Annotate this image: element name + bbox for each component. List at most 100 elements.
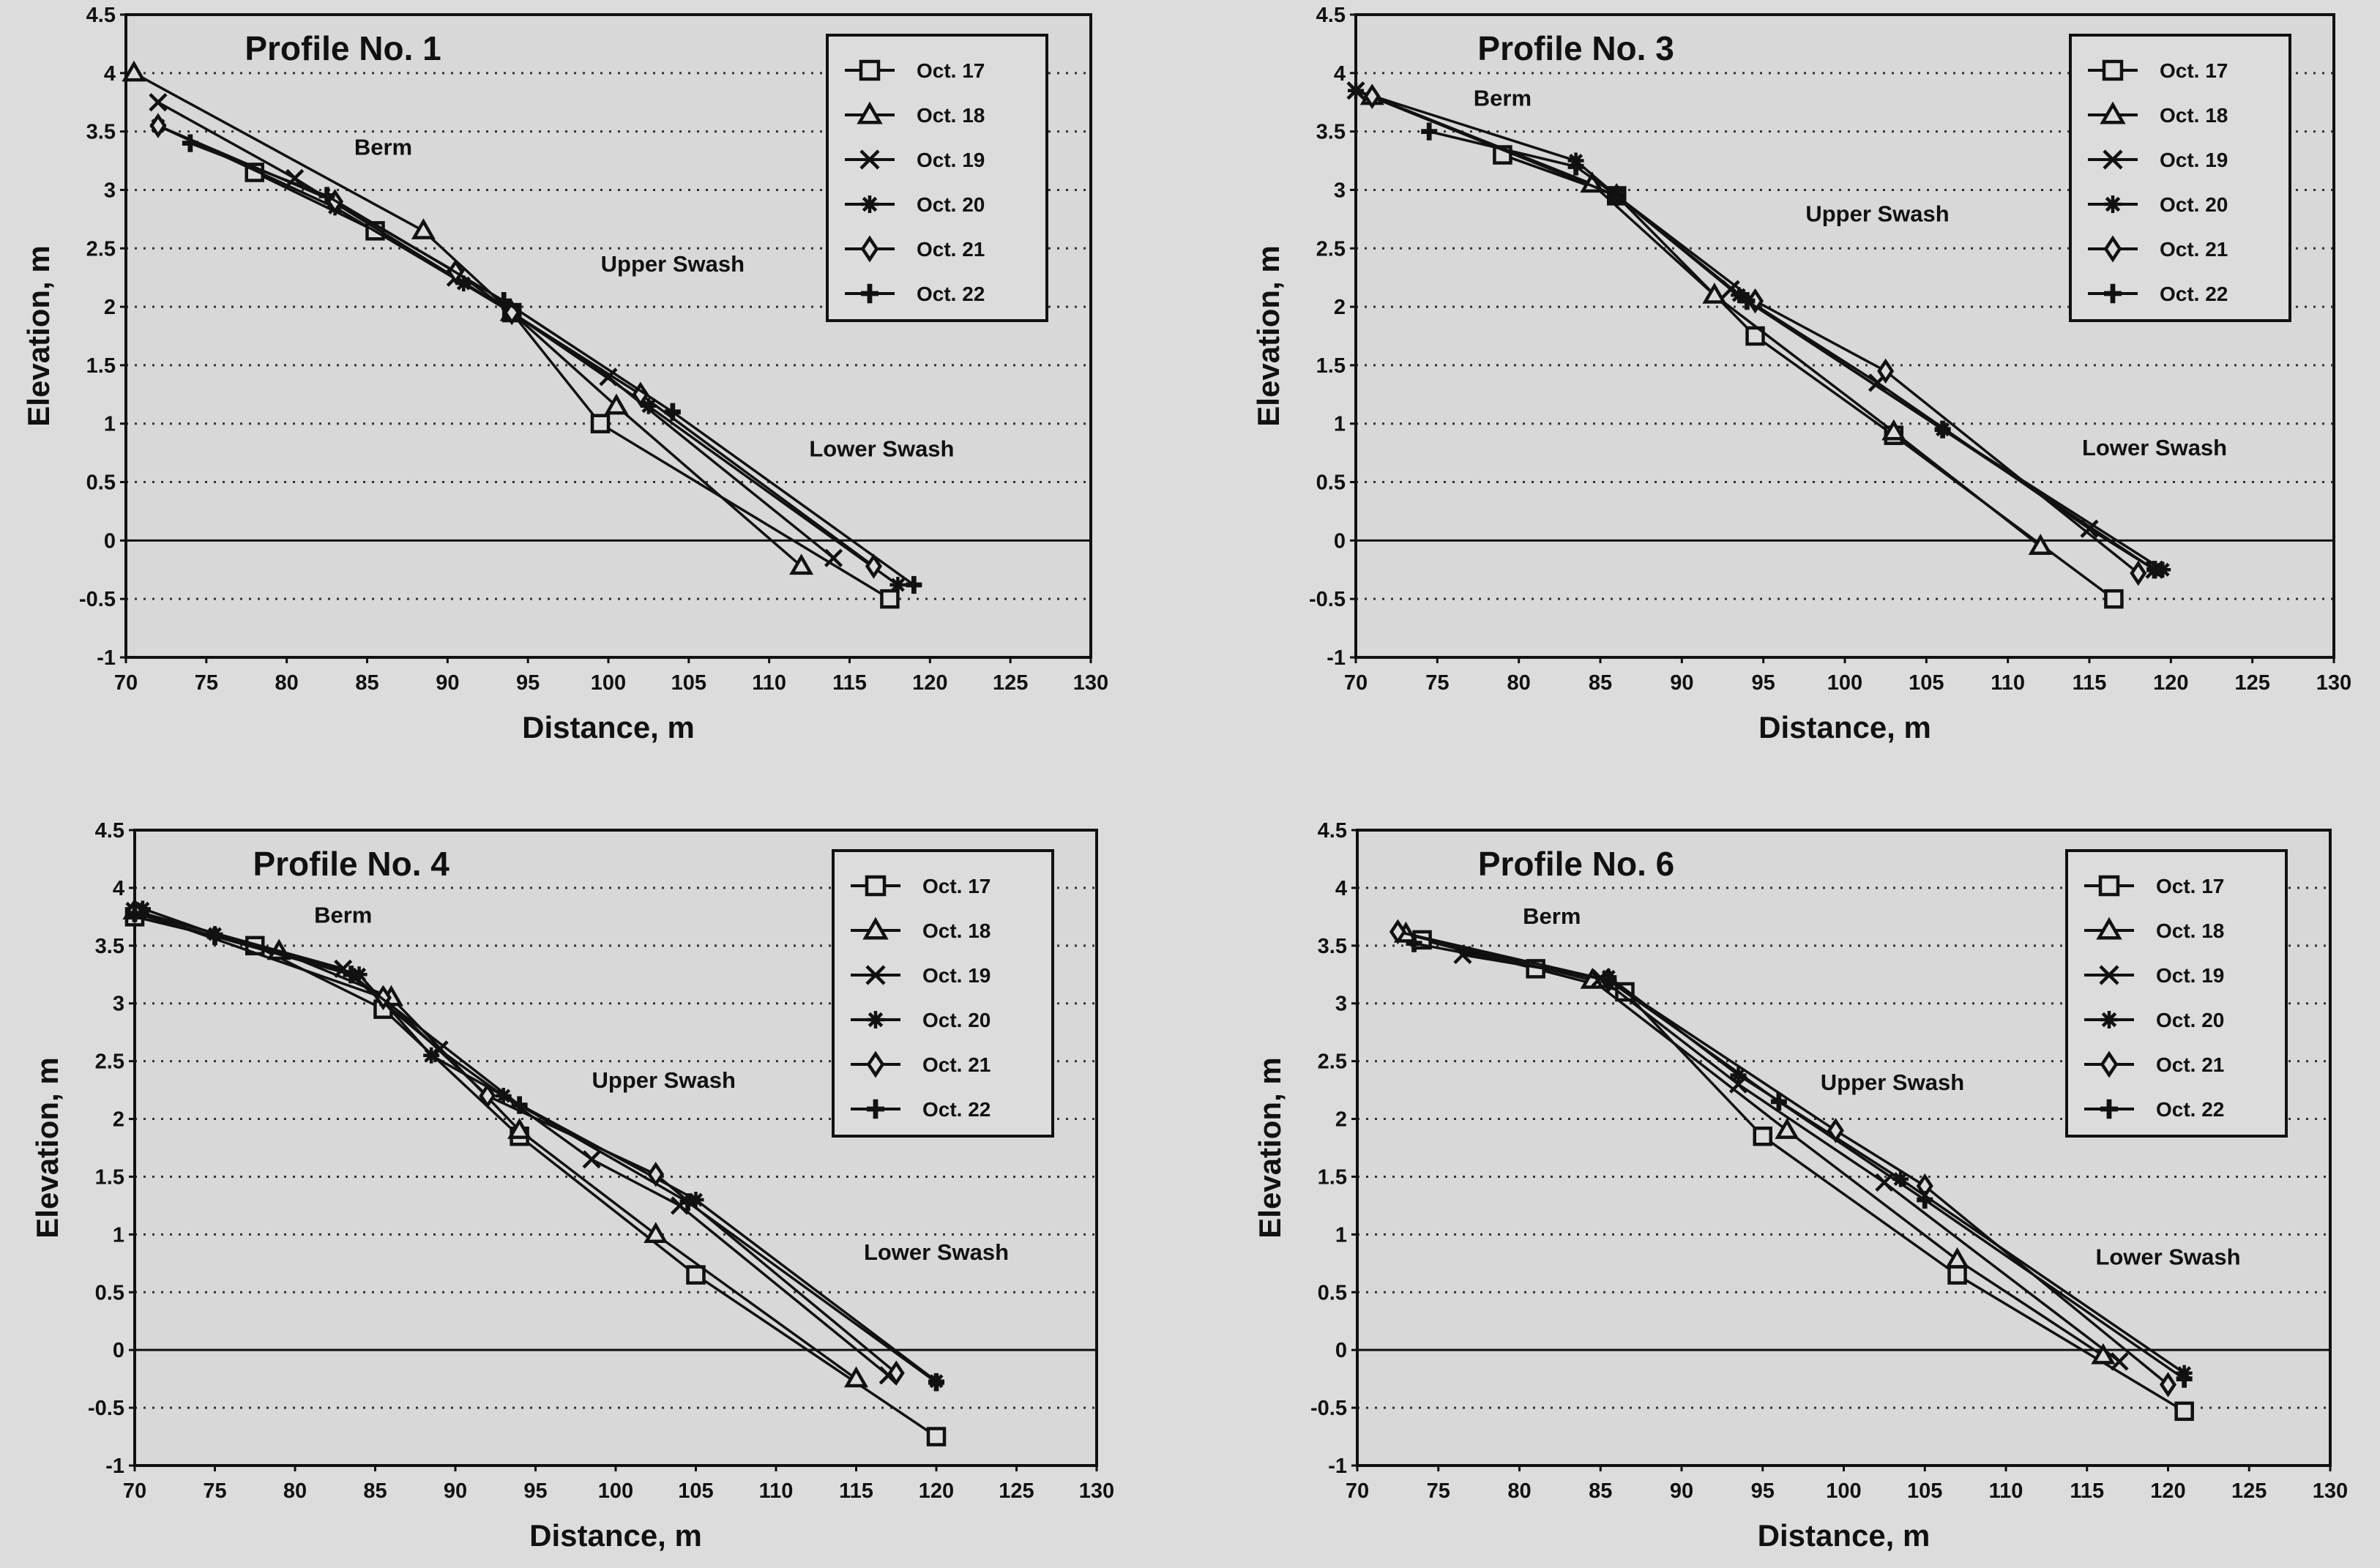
legend-marker-shape [2100, 1011, 2118, 1028]
data-point [511, 1096, 528, 1114]
data-point-shape [1881, 419, 1906, 441]
data-point-shape [2146, 561, 2163, 579]
legend-marker-shape [2096, 916, 2122, 940]
x-tick-label: 95 [516, 671, 540, 695]
data-point [1917, 1190, 1933, 1209]
legend-marker-shape [866, 1050, 885, 1078]
data-point-shape [1730, 1067, 1747, 1083]
y-tick-label: 4 [113, 877, 124, 900]
data-point [2091, 1343, 2116, 1364]
data-point [2159, 1372, 2177, 1397]
y-tick-label: 3 [1335, 993, 1347, 1016]
data-point [1702, 282, 1727, 304]
data-point-shape [1739, 292, 1756, 310]
legend-label: Oct. 20 [922, 1009, 991, 1031]
plot-title: Profile No. 1 [245, 29, 441, 67]
y-tick-label: 2 [113, 1108, 124, 1132]
data-point [423, 1047, 440, 1064]
data-point [1945, 1247, 1970, 1269]
series-group [122, 60, 922, 609]
data-point [206, 927, 223, 946]
legend-marker-shape [2100, 101, 2126, 124]
data-point [880, 589, 900, 609]
y-tick-label: -0.5 [88, 1397, 124, 1420]
legend-label: Oct. 20 [2160, 193, 2228, 216]
legend-box [2069, 34, 2291, 322]
legend-label: Oct. 22 [917, 283, 985, 305]
x-tick-label: 120 [912, 671, 947, 695]
series-plus [182, 134, 922, 594]
data-point-shape [640, 397, 657, 414]
legend-item: Oct. 21 [2084, 1050, 2224, 1078]
y-tick-label: 3 [104, 179, 116, 202]
y-tick-label: 4.5 [1318, 819, 1347, 843]
legend-marker [859, 149, 880, 170]
data-point-shape [2176, 1370, 2193, 1388]
data-point [149, 93, 168, 112]
legend: Oct. 17 Oct. 18 Oct. 19 Oct. 20 Oct. 21 Oct. … [832, 849, 1054, 1138]
legend-label: Oct. 18 [917, 104, 985, 127]
legend-item: Oct. 17 [845, 59, 985, 82]
legend-marker-shape [2103, 149, 2123, 170]
data-point-shape [286, 168, 305, 188]
data-point [843, 1366, 869, 1388]
data-point [679, 1193, 696, 1212]
data-point [928, 1373, 944, 1392]
legend-label: Oct. 21 [917, 238, 985, 261]
x-tick-label: 125 [999, 1479, 1034, 1503]
data-point-shape [2104, 589, 2124, 609]
data-point-shape [149, 93, 168, 112]
data-point-shape [1567, 157, 1584, 176]
data-point-shape [1877, 358, 1895, 384]
legend-label: Oct. 21 [2156, 1053, 2224, 1076]
data-point [889, 577, 906, 594]
y-axis-title: Elevation, m [1251, 245, 1286, 426]
x-tick-label: 70 [1344, 671, 1368, 695]
data-point [604, 393, 629, 415]
data-point-shape [2130, 560, 2147, 586]
data-point [644, 1222, 668, 1243]
series-plus [1406, 934, 2193, 1388]
legend-label: Oct. 18 [2160, 104, 2228, 127]
x-tick-label: 115 [832, 671, 867, 695]
legend-marker [2104, 283, 2122, 304]
data-point-shape [843, 1366, 869, 1388]
y-tick-label: 0 [1335, 1339, 1347, 1362]
x-tick-label: 100 [591, 671, 626, 695]
series-diamond [1363, 83, 2147, 586]
y-tick-label: -1 [97, 646, 116, 670]
data-point-shape [1947, 1265, 1967, 1285]
data-point [1934, 420, 1951, 438]
legend-item: Oct. 19 [851, 964, 991, 987]
data-point [182, 134, 198, 152]
legend-marker-shape [2102, 59, 2124, 81]
data-point-shape [582, 1150, 601, 1169]
gridlines [1357, 886, 2330, 1409]
y-axis: -1 -0.5 0 0.5 1 1.5 2 2.5 3 3.5 4 4.5 [1310, 819, 1357, 1478]
data-point-shape [127, 904, 143, 922]
data-point-shape [906, 575, 922, 594]
legend-item: Oct. 20 [2084, 1009, 2224, 1031]
y-tick-label: 2 [1335, 1108, 1347, 1132]
data-point [1747, 288, 1764, 314]
x-tick-label: 125 [993, 671, 1028, 695]
data-point-shape [206, 927, 223, 946]
chart-profile-4: -1 -0.5 0 0.5 1 1.5 2 2.5 3 3.5 4 4.5 70 75 80 85 90 95 10… [1253, 819, 2348, 1553]
data-point-shape [496, 292, 512, 310]
legend-marker [2098, 875, 2120, 897]
data-point-shape [1406, 934, 1422, 952]
x-tick-label: 105 [678, 1479, 713, 1503]
x-tick-label: 70 [1346, 1479, 1369, 1503]
data-point [122, 60, 146, 82]
y-tick-label: 2.5 [1318, 1050, 1347, 1074]
y-tick-label: 4 [104, 62, 116, 86]
legend: Oct. 17 Oct. 18 Oct. 19 Oct. 20 Oct. 21 Oct. … [2065, 849, 2288, 1138]
legend-marker [867, 1099, 884, 1119]
legend-label: Oct. 18 [2156, 919, 2224, 942]
y-tick-label: 3 [1334, 179, 1346, 202]
data-point-shape [182, 134, 198, 152]
legend-item: Oct. 19 [2088, 149, 2228, 171]
annotation-label: Berm [1523, 903, 1581, 929]
annotation-label: Lower Swash [809, 436, 954, 461]
